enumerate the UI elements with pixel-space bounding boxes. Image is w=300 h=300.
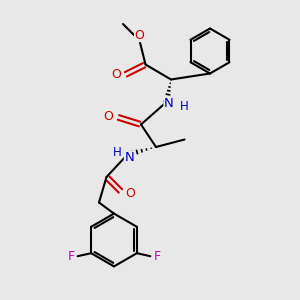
Text: O: O (111, 68, 121, 82)
Text: F: F (68, 250, 75, 263)
Text: F: F (153, 250, 161, 263)
Text: O: O (135, 28, 144, 42)
Text: O: O (126, 187, 135, 200)
Text: N: N (164, 97, 174, 110)
Text: H: H (180, 100, 189, 113)
Text: O: O (104, 110, 113, 124)
Text: H: H (112, 146, 122, 159)
Text: N: N (124, 151, 134, 164)
